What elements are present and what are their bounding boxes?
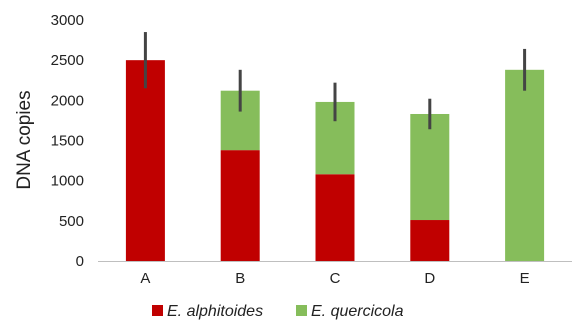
bar-C-series-0 (315, 174, 355, 261)
y-tick-label-4: 2000 (51, 92, 84, 109)
y-axis-title: DNA copies (14, 90, 35, 189)
y-tick-label-3: 1500 (51, 133, 84, 150)
legend-swatch-alphitoides (152, 305, 163, 316)
bar-D-series-1 (410, 113, 450, 221)
bars (125, 60, 545, 261)
x-tick-label-A: A (140, 270, 150, 287)
y-tick-label-5: 2500 (51, 52, 84, 69)
y-tick-label-0: 0 (76, 253, 84, 270)
bar-B-series-0 (220, 150, 260, 261)
x-axis-ticks: A B C D E (140, 270, 529, 287)
y-tick-label-6: 3000 (51, 12, 84, 29)
error-bars (143, 32, 527, 130)
bar-A-series-0 (125, 60, 165, 261)
y-axis-ticks: 0 500 1000 1500 2000 2500 3000 (51, 12, 84, 270)
x-tick-label-E: E (520, 270, 530, 287)
x-tick-label-D: D (424, 270, 435, 287)
y-tick-label-1: 500 (59, 213, 84, 230)
legend-swatch-quercicola (296, 305, 307, 316)
x-tick-label-C: C (330, 270, 341, 287)
legend: E. alphitoides E. quercicola (152, 303, 404, 320)
bar-E-series-1 (505, 69, 545, 261)
legend-label-alphitoides: E. alphitoides (167, 303, 263, 320)
legend-label-quercicola: E. quercicola (311, 303, 404, 320)
y-tick-label-2: 1000 (51, 173, 84, 190)
x-tick-label-B: B (235, 270, 245, 287)
bar-D-series-0 (410, 220, 450, 261)
